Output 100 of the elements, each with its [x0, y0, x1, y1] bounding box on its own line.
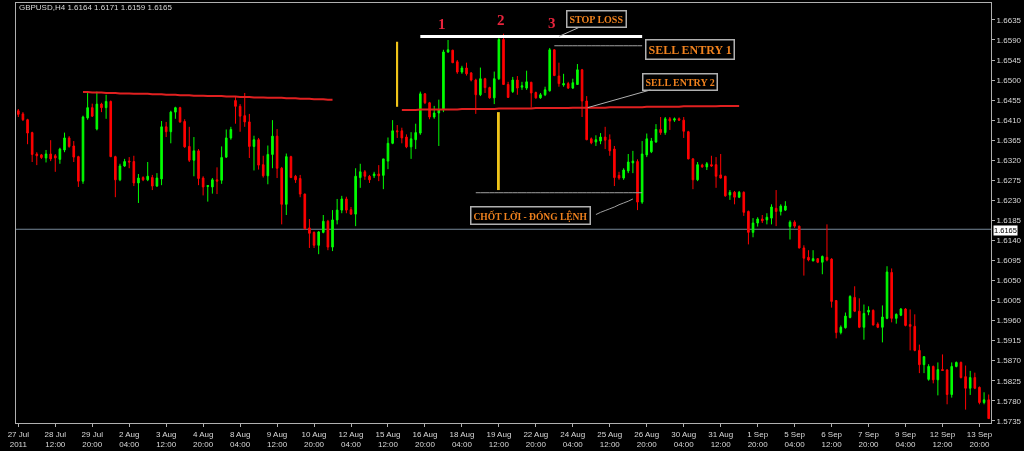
candlestick — [511, 76, 515, 94]
candlestick — [382, 158, 385, 190]
candlestick — [760, 214, 764, 224]
candlestick — [317, 230, 320, 255]
annotation: 2 — [497, 12, 505, 28]
annotation: CHỐT LỜI - ĐÓNG LỆNH — [473, 209, 588, 222]
candlestick — [146, 161, 149, 182]
candlestick — [742, 190, 746, 217]
x-tick-label: 25 Aug 12:00 — [597, 429, 623, 449]
candlestick — [941, 353, 944, 372]
candlestick — [368, 174, 371, 184]
candlestick — [913, 313, 917, 352]
candlestick — [931, 365, 935, 384]
candlestick — [252, 135, 256, 171]
x-tick-label: 26 Aug 20:00 — [634, 429, 660, 449]
x-tick-label: 1 Sep 20:00 — [747, 429, 769, 449]
x-tick-label: 6 Sep 12:00 — [821, 429, 843, 449]
candlestick — [710, 155, 713, 168]
candlestick — [109, 100, 113, 158]
annotation: 1 — [438, 16, 446, 32]
x-tick-label: 18 Aug 04:00 — [449, 429, 475, 449]
candlestick — [160, 120, 163, 186]
line-series — [595, 198, 634, 216]
candlestick — [844, 312, 847, 330]
candlestick — [839, 324, 843, 335]
candlestick — [589, 137, 593, 145]
candlestick — [451, 49, 454, 64]
candlestick — [123, 158, 126, 168]
candlestick — [654, 123, 658, 144]
candlestick — [174, 106, 177, 120]
candlestick — [17, 108, 20, 118]
candlestick — [363, 169, 367, 181]
y-tick-label: 1.5915 — [996, 336, 1022, 346]
candlestick — [234, 96, 237, 125]
candlestick — [904, 307, 907, 327]
candlestick — [72, 140, 76, 163]
candlestick — [668, 116, 672, 131]
candlestick — [622, 167, 625, 181]
candlestick — [201, 175, 205, 196]
candlestick — [520, 81, 524, 91]
candlestick — [927, 363, 930, 382]
candlestick — [423, 92, 427, 105]
candlestick — [30, 131, 34, 163]
candlestick — [687, 130, 690, 160]
candlestick — [871, 308, 875, 326]
candlestick — [659, 116, 662, 136]
candlestick — [248, 113, 251, 159]
x-tick-label: 29 Jul 20:00 — [81, 429, 104, 449]
candlestick — [922, 355, 926, 374]
candlestick — [40, 154, 43, 160]
x-tick-label: 12 Aug 04:00 — [338, 429, 364, 449]
candlestick — [132, 155, 136, 187]
candlestick — [968, 370, 972, 396]
candlestick — [215, 166, 219, 195]
candlestick — [548, 47, 552, 93]
candlestick — [631, 150, 635, 174]
x-tick-label: 10 Aug 20:00 — [301, 429, 327, 449]
candlestick — [321, 214, 325, 234]
candlestick — [400, 127, 404, 144]
candlestick — [49, 139, 52, 162]
candlestick — [58, 147, 62, 165]
candlestick — [705, 161, 709, 171]
candlestick — [747, 210, 750, 245]
candlestick — [345, 196, 348, 214]
candlestick — [723, 175, 727, 198]
x-tick-label: 27 Jul 2011 — [7, 429, 30, 449]
candlestick — [331, 209, 334, 252]
candlestick — [312, 230, 316, 249]
y-tick-label: 1.6365 — [996, 135, 1022, 145]
candlestick — [465, 62, 468, 77]
candlestick — [594, 134, 598, 147]
candlestick — [978, 385, 981, 405]
candlestick — [243, 92, 247, 128]
candlestick — [405, 133, 408, 149]
candlestick — [220, 145, 223, 185]
candlestick — [257, 137, 260, 171]
candlestick — [261, 155, 265, 179]
candlestick — [779, 203, 783, 216]
x-tick-label: 19 Aug 12:00 — [486, 429, 512, 449]
candlestick — [151, 174, 154, 191]
candlestick — [626, 153, 630, 174]
candlestick — [391, 119, 394, 145]
candlestick — [455, 59, 459, 75]
candlestick — [737, 190, 741, 199]
candlestick — [696, 161, 699, 182]
candlestick — [918, 344, 921, 374]
candlestick — [973, 372, 977, 390]
candlestick — [950, 361, 954, 399]
candlestick — [77, 155, 80, 188]
x-tick-label: 9 Aug 12:00 — [266, 429, 288, 449]
candlestick — [982, 391, 986, 405]
candlestick — [358, 163, 362, 189]
candlestick — [650, 137, 653, 154]
candlestick — [446, 39, 450, 53]
candlestick — [774, 189, 778, 227]
candlestick — [141, 177, 145, 182]
x-tick-label: 30 Aug 04:00 — [671, 429, 697, 449]
x-tick-label: 4 Aug 20:00 — [192, 429, 214, 449]
candlestick — [44, 149, 48, 163]
candlestick — [460, 65, 464, 75]
